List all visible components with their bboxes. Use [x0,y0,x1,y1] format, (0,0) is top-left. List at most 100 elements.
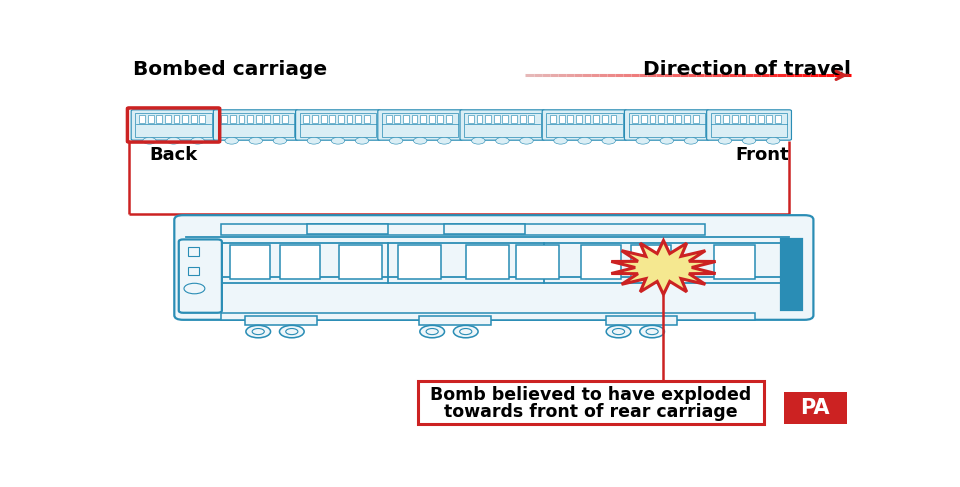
FancyBboxPatch shape [460,110,545,140]
Bar [757,115,763,123]
FancyBboxPatch shape [542,110,627,140]
Bar [611,115,616,123]
Bar [781,239,802,310]
Circle shape [554,137,567,144]
Circle shape [274,137,287,144]
Circle shape [636,137,649,144]
Bar [395,115,400,123]
Circle shape [143,137,156,144]
Circle shape [718,137,732,144]
Bar [338,115,344,123]
Bar [403,115,409,123]
FancyBboxPatch shape [624,110,709,140]
Text: Bomb believed to have exploded: Bomb believed to have exploded [430,386,752,404]
Circle shape [460,329,471,335]
Circle shape [684,137,698,144]
Circle shape [191,137,204,144]
Bar [641,115,647,123]
Bar [511,115,516,123]
Bar [412,115,418,123]
Bar [221,313,755,319]
Bar [693,115,699,123]
Circle shape [438,137,451,144]
Bar [593,115,599,123]
Circle shape [639,325,664,338]
FancyBboxPatch shape [175,215,813,320]
Bar [307,225,388,234]
Bar [312,115,318,123]
Bar [585,115,590,123]
Bar [397,244,441,279]
Bar [783,392,847,424]
Bar [468,115,473,123]
Bar [264,115,271,123]
Circle shape [606,325,631,338]
Bar [218,113,294,137]
Polygon shape [612,241,716,295]
Text: Back: Back [150,146,198,164]
Bar [321,115,326,123]
Circle shape [390,137,403,144]
Circle shape [660,137,674,144]
Bar [174,115,180,123]
Circle shape [286,329,298,335]
Bar [188,247,200,256]
Bar [723,115,729,123]
Bar [246,316,317,325]
Bar [281,115,288,123]
Bar [347,115,352,123]
Bar [355,115,361,123]
Circle shape [355,137,369,144]
FancyBboxPatch shape [132,110,216,140]
Bar [519,115,525,123]
Circle shape [602,137,615,144]
Bar [476,115,482,123]
Bar [188,266,200,275]
Bar [139,115,145,123]
Bar [221,224,705,235]
Bar [502,115,508,123]
Bar [528,115,534,123]
Bar [229,115,236,123]
Bar [200,115,205,123]
Bar [567,115,573,123]
Circle shape [519,137,533,144]
Bar [420,316,491,325]
Bar [148,115,154,123]
Circle shape [453,325,478,338]
Bar [339,244,382,279]
FancyBboxPatch shape [213,110,299,140]
Bar [766,115,772,123]
Text: Bombed carriage: Bombed carriage [133,60,327,79]
Circle shape [225,137,238,144]
Bar [221,115,228,123]
Circle shape [426,329,439,335]
Bar [420,115,426,123]
Bar [576,115,582,123]
Circle shape [414,137,427,144]
Circle shape [495,137,509,144]
Bar [485,115,491,123]
Bar [606,316,677,325]
Bar [191,115,197,123]
Bar [493,115,499,123]
Bar [300,113,376,137]
Text: towards front of rear carriage: towards front of rear carriage [444,403,737,421]
Bar [466,244,510,279]
Bar [581,244,621,279]
FancyBboxPatch shape [378,110,463,140]
Circle shape [742,137,756,144]
Bar [546,113,623,137]
Bar [550,115,556,123]
Bar [279,244,320,279]
Bar [732,115,737,123]
Bar [247,115,253,123]
Bar [303,115,309,123]
Bar [229,244,270,279]
FancyBboxPatch shape [707,110,791,140]
Bar [329,115,335,123]
Circle shape [252,329,264,335]
Bar [418,381,763,424]
Text: Front: Front [735,146,789,164]
Bar [711,113,787,137]
